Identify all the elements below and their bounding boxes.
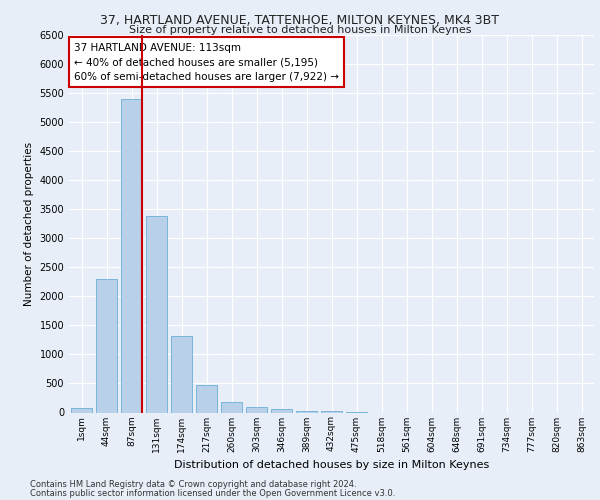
Bar bbox=[221, 402, 242, 412]
Text: 37 HARTLAND AVENUE: 113sqm
← 40% of detached houses are smaller (5,195)
60% of s: 37 HARTLAND AVENUE: 113sqm ← 40% of deta… bbox=[74, 42, 339, 82]
X-axis label: Distribution of detached houses by size in Milton Keynes: Distribution of detached houses by size … bbox=[174, 460, 489, 470]
Y-axis label: Number of detached properties: Number of detached properties bbox=[24, 142, 34, 306]
Text: Size of property relative to detached houses in Milton Keynes: Size of property relative to detached ho… bbox=[129, 25, 471, 35]
Bar bbox=[246, 408, 267, 412]
Bar bbox=[121, 99, 142, 412]
Bar bbox=[71, 408, 92, 412]
Text: Contains public sector information licensed under the Open Government Licence v3: Contains public sector information licen… bbox=[30, 488, 395, 498]
Text: Contains HM Land Registry data © Crown copyright and database right 2024.: Contains HM Land Registry data © Crown c… bbox=[30, 480, 356, 489]
Bar bbox=[171, 336, 192, 412]
Bar bbox=[146, 216, 167, 412]
Bar bbox=[196, 384, 217, 412]
Text: 37, HARTLAND AVENUE, TATTENHOE, MILTON KEYNES, MK4 3BT: 37, HARTLAND AVENUE, TATTENHOE, MILTON K… bbox=[101, 14, 499, 27]
Bar bbox=[96, 279, 117, 412]
Bar bbox=[271, 410, 292, 412]
Bar bbox=[296, 411, 317, 412]
